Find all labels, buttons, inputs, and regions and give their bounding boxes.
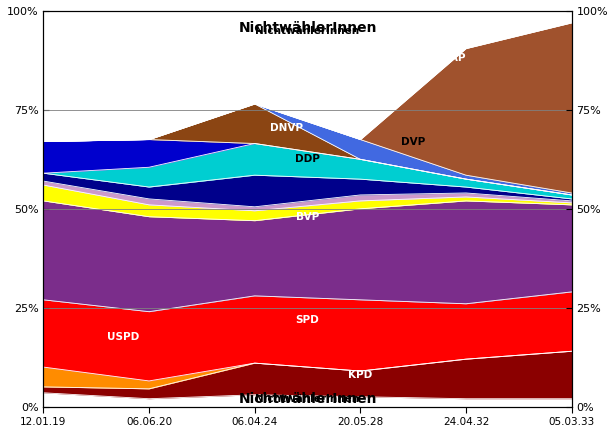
Text: NichtwählerInnen: NichtwählerInnen (255, 394, 360, 404)
Text: NichtwählerInnen: NichtwählerInnen (255, 26, 360, 36)
Text: DVP: DVP (401, 137, 425, 147)
Text: NichtwählerInnen: NichtwählerInnen (238, 392, 377, 406)
Text: USPD: USPD (106, 332, 139, 342)
Text: NichtwählerInnen: NichtwählerInnen (238, 21, 377, 35)
Text: NSDAP: NSDAP (424, 53, 465, 63)
Text: DDP: DDP (295, 155, 320, 164)
Text: DNVP: DNVP (270, 123, 303, 133)
Text: KPD: KPD (348, 370, 373, 380)
Text: BBB: BBB (295, 97, 320, 107)
Text: BVP: BVP (296, 212, 319, 222)
Text: BMP&DVP: BMP&DVP (88, 89, 147, 99)
Text: VB: VB (226, 73, 242, 83)
Text: WP: WP (356, 73, 375, 83)
Text: SPD: SPD (296, 315, 319, 325)
